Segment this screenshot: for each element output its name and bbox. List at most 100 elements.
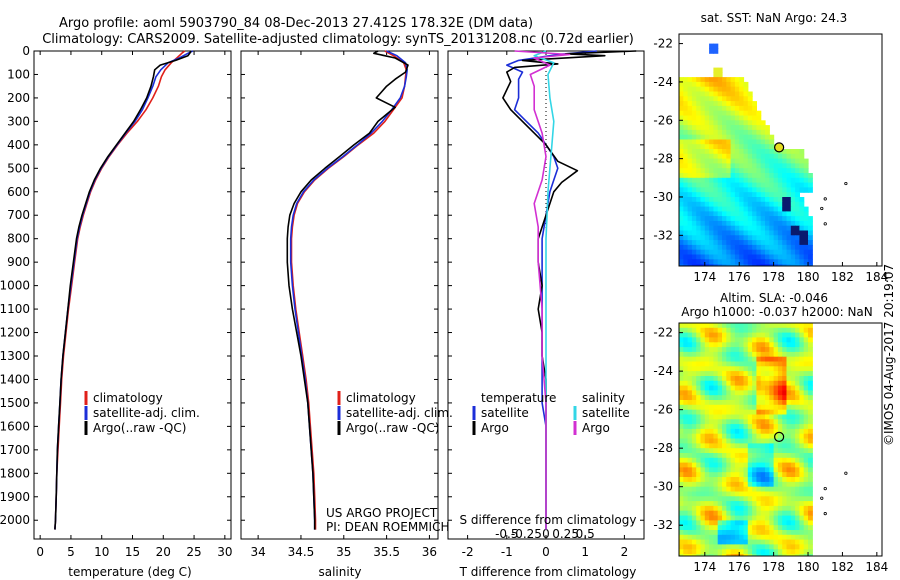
map-cell — [679, 409, 684, 416]
map-cell — [722, 481, 727, 488]
map-cell — [760, 539, 766, 545]
map-cell — [773, 501, 779, 507]
map-cell — [722, 433, 727, 440]
map-cell — [717, 462, 723, 468]
x-tick-label: 34.5 — [288, 545, 315, 559]
map-cell — [726, 347, 732, 353]
map-cell — [726, 125, 732, 131]
map-cell — [691, 139, 697, 145]
map-cell — [790, 400, 796, 406]
map-cell — [756, 481, 762, 488]
map-cell — [752, 211, 757, 217]
map-cell — [777, 433, 783, 440]
map-cell — [777, 443, 783, 449]
map-cell — [739, 376, 745, 382]
map-cell — [709, 187, 714, 193]
map-cell — [730, 351, 736, 358]
map-cell — [687, 201, 693, 208]
map-cell — [765, 173, 770, 179]
y-tick-label: 800 — [7, 232, 30, 246]
map-cell — [709, 182, 714, 188]
map-cell — [700, 323, 706, 329]
salinity-series — [286, 50, 409, 530]
map-cell — [739, 192, 745, 198]
map-cell — [760, 134, 766, 141]
map-cell — [782, 530, 788, 536]
map-cell — [679, 139, 684, 145]
map-cell — [713, 216, 719, 222]
map-cell — [696, 361, 702, 367]
map-cell — [743, 520, 749, 526]
map-cell — [687, 356, 693, 363]
y-tick-label: 1800 — [0, 466, 30, 480]
map-cell — [713, 530, 719, 536]
map-cell — [765, 486, 770, 493]
map-cell — [739, 197, 745, 203]
map-cell — [743, 105, 749, 112]
map-cell — [730, 201, 736, 208]
map-cell — [739, 254, 745, 260]
map-cell — [734, 81, 740, 88]
map-cell — [734, 361, 740, 367]
map-cell — [799, 400, 805, 406]
map-cell — [795, 424, 800, 430]
map-cell — [760, 182, 766, 188]
map-cell — [808, 443, 813, 449]
project-annotation: US ARGO PROJECT — [326, 506, 438, 520]
map-cell — [760, 351, 766, 358]
map-cell — [679, 259, 684, 265]
map-cell — [713, 448, 719, 454]
map-cell — [679, 371, 684, 377]
map-cell — [726, 428, 732, 435]
map-cell — [747, 105, 753, 112]
map-cell — [739, 515, 745, 521]
map-cell — [696, 120, 702, 126]
map-cell — [726, 453, 732, 459]
map-cell — [683, 197, 689, 203]
map-cell — [782, 187, 788, 193]
map-cell — [679, 433, 684, 440]
map-cell — [700, 549, 706, 555]
map-cell — [786, 264, 792, 266]
map-cell — [803, 549, 809, 555]
map-cell — [786, 337, 792, 343]
map-cell — [700, 443, 706, 449]
map-cell — [786, 206, 792, 212]
map-cell — [679, 77, 684, 83]
legend-label-climatology: climatology — [346, 391, 416, 405]
map-cell — [752, 177, 757, 184]
map-cell — [773, 244, 779, 251]
map-cell — [760, 409, 766, 416]
map-cell — [765, 376, 770, 382]
map-x-tick-label: 180 — [797, 560, 820, 574]
map-cell — [756, 230, 762, 236]
map-cell — [726, 173, 732, 179]
map-cell — [803, 428, 809, 435]
map-cell — [709, 327, 714, 334]
map-cell — [782, 201, 788, 208]
map-cell — [696, 129, 702, 136]
map-cell — [773, 438, 779, 444]
map-cell — [803, 332, 809, 338]
map-cell — [769, 356, 775, 363]
map-cell — [756, 366, 762, 372]
map-cell — [765, 477, 770, 483]
map-cell — [739, 139, 745, 145]
map-cell — [773, 404, 779, 411]
map-cell — [747, 206, 753, 212]
map-cell — [747, 366, 753, 372]
map-cell — [790, 337, 796, 343]
map-cell — [756, 149, 762, 155]
map-cell — [773, 534, 779, 541]
map-cell — [769, 220, 775, 227]
map-cell — [683, 192, 689, 198]
map-cell — [786, 453, 792, 459]
map-cell — [773, 206, 779, 212]
map-cell — [722, 554, 727, 556]
map-cell — [730, 225, 736, 232]
map-cell — [786, 244, 792, 251]
map-cell — [760, 192, 766, 198]
map-cell — [679, 467, 684, 473]
map-cell — [734, 332, 740, 338]
map-cell — [730, 327, 736, 334]
